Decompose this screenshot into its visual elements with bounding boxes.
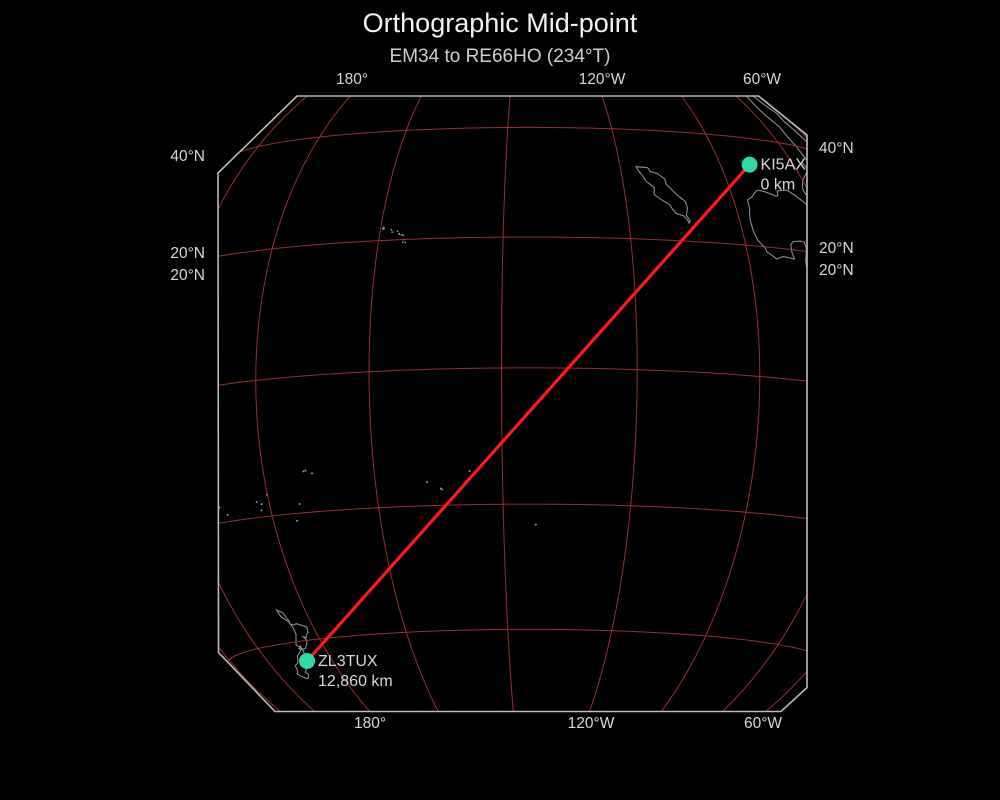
svg-text:120°W: 120°W bbox=[579, 71, 626, 88]
svg-text:12,860 km: 12,860 km bbox=[318, 673, 393, 690]
svg-text:180°: 180° bbox=[354, 715, 386, 732]
svg-text:20°N: 20°N bbox=[819, 240, 854, 257]
svg-text:40°N: 40°N bbox=[170, 148, 205, 165]
svg-text:20°N: 20°N bbox=[170, 267, 205, 284]
svg-text:0 km: 0 km bbox=[761, 177, 796, 194]
svg-text:40°N: 40°N bbox=[819, 140, 854, 157]
svg-text:60°W: 60°W bbox=[743, 71, 781, 88]
svg-text:120°W: 120°W bbox=[568, 715, 615, 732]
svg-text:20°N: 20°N bbox=[170, 245, 205, 262]
svg-text:180°: 180° bbox=[336, 71, 368, 88]
svg-text:20°N: 20°N bbox=[819, 262, 854, 279]
svg-text:60°W: 60°W bbox=[744, 715, 782, 732]
svg-text:ZL3TUX: ZL3TUX bbox=[318, 653, 378, 670]
svg-text:KI5AX: KI5AX bbox=[761, 157, 807, 174]
